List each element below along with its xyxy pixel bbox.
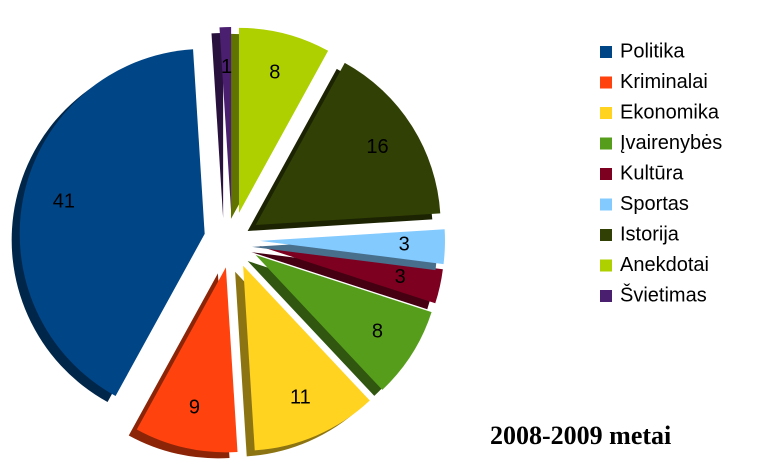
legend-label: Įvairenybės — [620, 132, 722, 154]
slice — [255, 255, 432, 390]
legend-label: Anekdotai — [620, 254, 709, 276]
slice — [259, 246, 443, 304]
legend-label: Politika — [620, 40, 685, 62]
slice — [259, 229, 445, 265]
legend-swatch — [600, 229, 612, 241]
legend-swatch — [600, 46, 612, 58]
data-label: 1 — [221, 56, 232, 78]
legend-swatch — [600, 259, 612, 272]
legend-swatch — [600, 76, 612, 89]
slice — [136, 267, 238, 453]
legend-swatch — [600, 198, 612, 211]
data-label: 16 — [366, 136, 388, 158]
chart-title: 2008-2009 metai — [490, 421, 671, 450]
data-label: 11 — [290, 386, 311, 408]
legend-label: Istorija — [620, 223, 680, 245]
legend-label: Kriminalai — [620, 71, 708, 93]
data-label: 3 — [395, 266, 406, 288]
slice — [238, 27, 329, 213]
legend-swatch — [600, 137, 612, 150]
legend-label: Ekonomika — [620, 101, 720, 123]
legend-label: Sportas — [620, 193, 689, 215]
slice-side — [211, 33, 224, 219]
slice — [19, 49, 205, 397]
slice — [219, 27, 232, 213]
slice — [255, 62, 441, 225]
data-label: 41 — [53, 191, 75, 213]
legend-swatch — [600, 168, 612, 180]
legend-label: Kultūra — [620, 162, 684, 184]
legend-swatch — [600, 290, 612, 302]
legend-label: Švietimas — [620, 283, 707, 306]
slice — [243, 265, 370, 451]
slice-side — [251, 252, 435, 310]
legend-swatch — [600, 107, 612, 119]
data-label: 8 — [269, 61, 280, 83]
data-label: 3 — [399, 234, 410, 256]
data-label: 9 — [189, 396, 200, 418]
data-label: 8 — [372, 321, 383, 343]
